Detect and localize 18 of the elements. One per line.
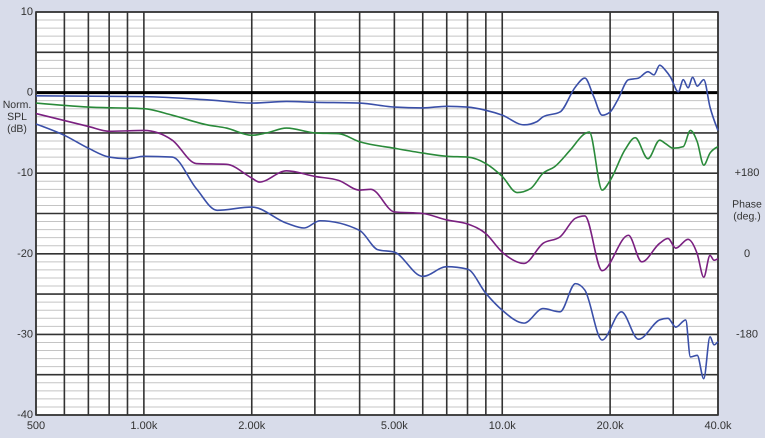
y2-tick-label: 0 [744, 248, 750, 260]
y-tick-label: -30 [17, 328, 33, 340]
y-axis-title: Norm. SPL (dB) [2, 99, 32, 135]
x-tick-label: 2.00k [238, 420, 266, 432]
x-tick-label: 500 [26, 420, 46, 432]
x-tick-label: 20.0k [596, 420, 624, 432]
y-tick-label: -40 [17, 409, 33, 421]
y2-tick-label: -180 [736, 328, 758, 340]
y-tick-label: -10 [17, 167, 33, 180]
x-tick-label: 10.0k [488, 420, 516, 432]
y2-axis-title: Phase (deg.) [732, 198, 762, 222]
y-tick-label: 10 [20, 6, 33, 18]
x-tick-label: 40.0k [704, 420, 732, 432]
x-tick-label: 5.00k [380, 420, 408, 432]
y-tick-label: -20 [17, 248, 33, 260]
y-tick-label: 0 [26, 86, 33, 99]
y2-tick-label: +180 [734, 167, 760, 180]
x-tick-label: 1.00k [130, 420, 158, 432]
